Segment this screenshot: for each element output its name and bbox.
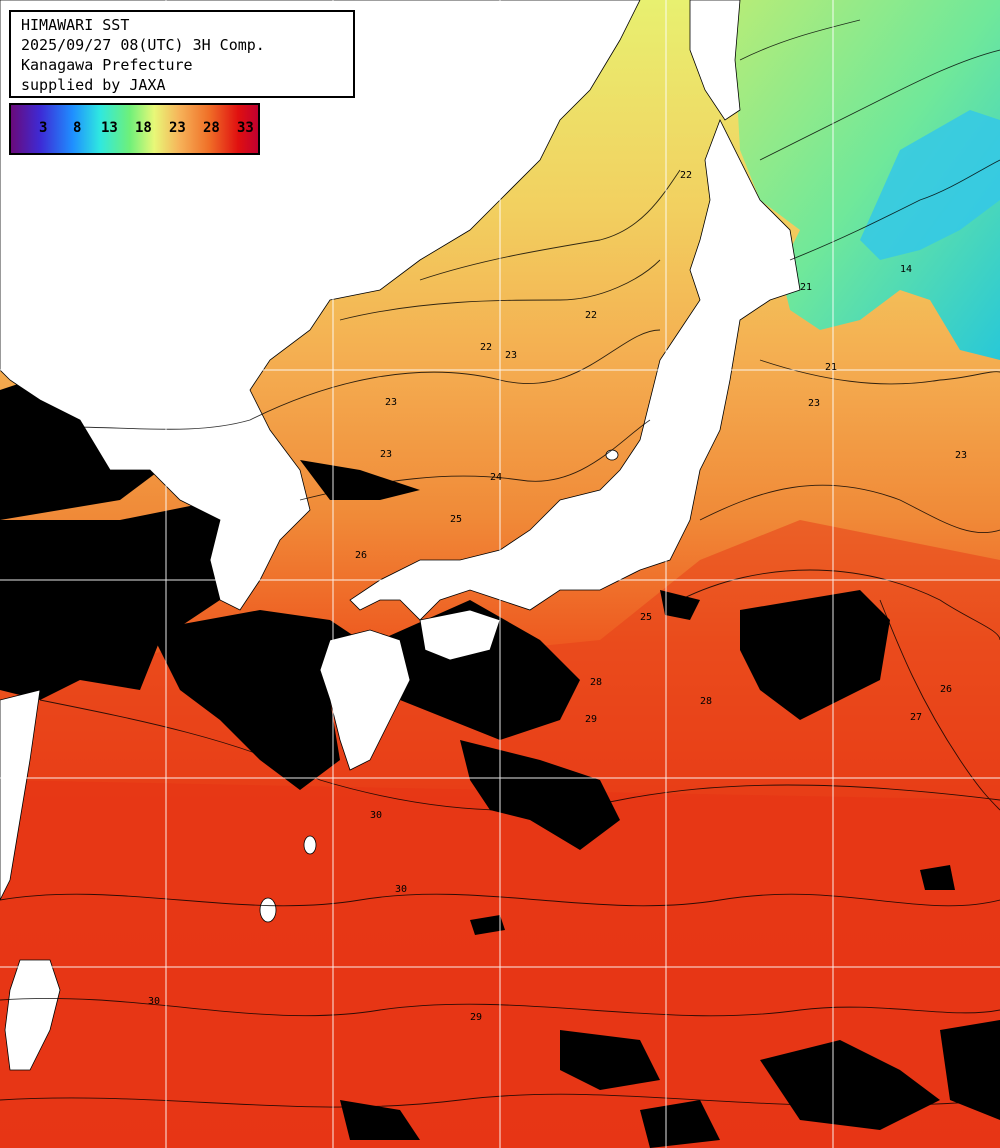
land-island [303, 835, 317, 855]
contour-label: 26 [355, 550, 367, 561]
contour-labels: 22 22 22 23 23 23 24 25 26 27 28 29 29 3… [148, 170, 967, 1023]
land-island [605, 449, 619, 461]
contour-label: 26 [940, 684, 952, 695]
contour-label: 21 [800, 282, 812, 293]
title-source: supplied by JAXA [21, 76, 166, 94]
contour-label: 29 [235, 680, 247, 691]
land-china-coast [0, 689, 41, 901]
title-product: HIMAWARI SST [21, 16, 130, 34]
contour-label: 25 [640, 612, 652, 623]
land-hokkaido [689, 0, 741, 121]
contour-label: 23 [808, 398, 820, 409]
color-scale-ticks: 3 8 13 18 23 28 33 [11, 105, 258, 153]
contour-label: 28 [700, 696, 712, 707]
land-kyushu [319, 629, 411, 771]
contour-label: 21 [825, 362, 837, 373]
contour-label: 23 [385, 397, 397, 408]
land-shikoku [419, 609, 501, 661]
land-taiwan [4, 959, 61, 1071]
contour-label: 28 [590, 677, 602, 688]
land-honshu [349, 119, 801, 621]
contour-label: 22 [480, 342, 492, 353]
contour-label: 22 [585, 310, 597, 321]
color-scale-tick: 18 [135, 120, 152, 136]
title-timestamp: 2025/09/27 08(UTC) 3H Comp. [21, 36, 265, 54]
land-island [259, 897, 277, 923]
color-scale-tick: 28 [203, 120, 220, 136]
color-scale-tick: 8 [73, 120, 82, 136]
color-scale-tick: 33 [237, 120, 254, 136]
contour-label: 29 [585, 714, 597, 725]
contour-label: 30 [370, 810, 382, 821]
coldest-water-region [860, 110, 1000, 260]
contour-label: 23 [505, 350, 517, 361]
contour-label: 25 [450, 514, 462, 525]
isotherm-contours [0, 19, 1000, 1108]
lat-label-40n: 40N [14, 354, 38, 369]
contour-label: 30 [395, 884, 407, 895]
color-scale-tick: 3 [39, 120, 48, 136]
contour-label: 24 [490, 472, 502, 483]
color-scale-bar: 3 8 13 18 23 28 33 [9, 103, 260, 155]
contour-label: 30 [148, 996, 160, 1007]
contour-label: 14 [900, 264, 912, 275]
title-region: Kanagawa Prefecture [21, 56, 193, 74]
color-scale-tick: 13 [101, 120, 118, 136]
contour-label: 23 [955, 450, 967, 461]
map-title-box: HIMAWARI SST 2025/09/27 08(UTC) 3H Comp.… [9, 10, 355, 98]
contour-label: 23 [380, 449, 392, 460]
color-scale-gradient [11, 105, 258, 153]
contour-label: 27 [910, 712, 922, 723]
contour-label: 22 [680, 170, 692, 181]
color-scale-tick: 23 [169, 120, 186, 136]
contour-label: 29 [470, 1012, 482, 1023]
cold-water-region [735, 0, 1000, 360]
